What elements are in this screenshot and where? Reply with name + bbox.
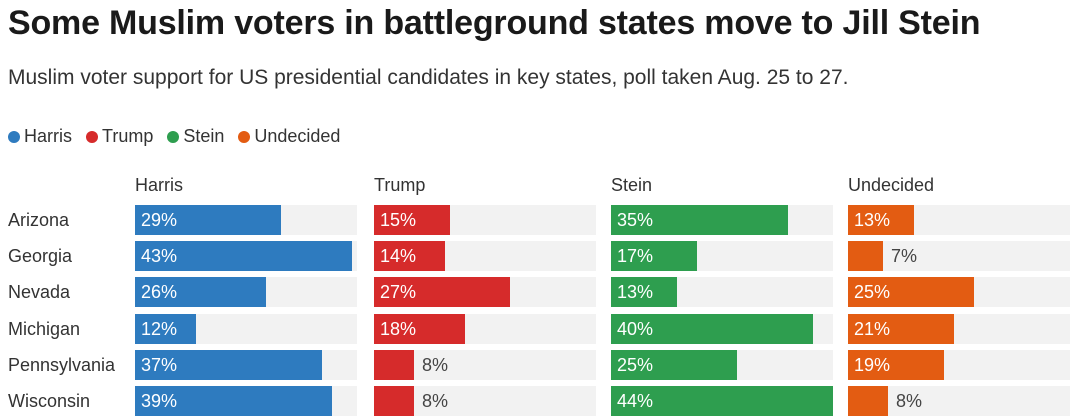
bar-stein-arizona	[611, 205, 788, 235]
legend: Harris Trump Stein Undecided	[8, 126, 340, 147]
bar-stein-georgia	[611, 241, 697, 272]
value-label-undecided-michigan: 21%	[854, 318, 891, 339]
bar-trump-nevada	[374, 277, 510, 308]
bar-harris-arizona	[135, 205, 281, 235]
value-label-stein-michigan: 40%	[617, 318, 654, 339]
bar-trump-pennsylvania	[374, 349, 414, 380]
bar-undecided-georgia	[848, 241, 883, 272]
bar-trump-wisconsin	[374, 386, 414, 416]
legend-item-undecided: Undecided	[238, 126, 340, 147]
bar-trump-arizona	[374, 205, 450, 235]
state-label-wisconsin: Wisconsin	[8, 391, 91, 411]
legend-item-trump: Trump	[86, 126, 153, 147]
column-header-harris: Harris	[135, 175, 183, 195]
state-label-arizona: Arizona	[8, 210, 70, 230]
legend-dot-trump	[86, 130, 98, 143]
bar-undecided-nevada	[848, 277, 974, 308]
value-label-trump-pennsylvania: 8%	[422, 354, 449, 375]
bar-harris-pennsylvania	[135, 349, 322, 380]
bar-harris-michigan	[135, 313, 196, 344]
legend-item-harris: Harris	[8, 126, 72, 147]
value-label-trump-georgia: 14%	[380, 246, 417, 267]
value-label-harris-michigan: 12%	[141, 318, 178, 339]
column-header-trump: Trump	[374, 175, 426, 195]
value-label-harris-arizona: 29%	[141, 210, 178, 230]
value-label-stein-nevada: 13%	[617, 282, 654, 303]
state-label-michigan: Michigan	[8, 318, 81, 339]
value-label-stein-wisconsin: 44%	[617, 391, 654, 411]
value-label-trump-nevada: 27%	[380, 282, 417, 303]
bar-harris-georgia	[135, 241, 352, 272]
bar-undecided-pennsylvania	[848, 349, 944, 380]
bar-harris-nevada	[135, 277, 266, 308]
value-label-harris-georgia: 43%	[141, 246, 178, 267]
legend-label-stein: Stein	[183, 126, 225, 146]
bar-stein-michigan	[611, 313, 813, 344]
legend-dot-undecided	[238, 130, 251, 143]
legend-dot-harris	[8, 130, 20, 143]
bar-stein-wisconsin	[611, 386, 833, 416]
value-label-stein-pennsylvania: 25%	[617, 354, 654, 375]
value-label-undecided-wisconsin: 8%	[896, 391, 923, 411]
bar-undecided-michigan	[848, 313, 954, 344]
bar-stein-pennsylvania	[611, 349, 737, 380]
state-label-georgia: Georgia	[8, 246, 73, 267]
value-label-undecided-arizona: 13%	[854, 210, 891, 230]
column-header-undecided: Undecided	[848, 175, 935, 195]
value-label-harris-nevada: 26%	[141, 282, 178, 303]
value-label-undecided-georgia: 7%	[891, 246, 918, 267]
value-label-stein-arizona: 35%	[617, 210, 654, 230]
legend-label-harris: Harris	[24, 126, 72, 146]
value-label-undecided-pennsylvania: 19%	[854, 354, 891, 375]
value-label-stein-georgia: 17%	[617, 246, 654, 267]
bar-track-undecided-georgia	[848, 241, 1070, 272]
value-label-trump-wisconsin: 8%	[422, 391, 449, 411]
value-label-undecided-nevada: 25%	[854, 282, 891, 303]
bar-stein-nevada	[611, 277, 677, 308]
bar-harris-wisconsin	[135, 386, 332, 416]
bar-trump-michigan	[374, 313, 465, 344]
value-label-trump-michigan: 18%	[380, 318, 417, 339]
value-label-harris-pennsylvania: 37%	[141, 354, 178, 375]
value-label-trump-arizona: 15%	[380, 210, 417, 230]
chart-subtitle: Muslim voter support for US presidential…	[8, 66, 849, 89]
bar-trump-georgia	[374, 241, 445, 272]
legend-dot-stein	[167, 130, 180, 143]
value-label-harris-wisconsin: 39%	[141, 391, 178, 411]
legend-item-stein: Stein	[167, 126, 224, 147]
legend-label-trump: Trump	[102, 126, 154, 146]
bar-undecided-arizona	[848, 205, 914, 235]
column-header-stein: Stein	[611, 175, 653, 195]
bar-undecided-wisconsin	[848, 386, 888, 416]
chart-title: Some Muslim voters in battleground state…	[8, 4, 981, 42]
state-label-pennsylvania: Pennsylvania	[8, 354, 116, 375]
state-label-nevada: Nevada	[8, 282, 71, 303]
legend-label-undecided: Undecided	[254, 126, 341, 146]
